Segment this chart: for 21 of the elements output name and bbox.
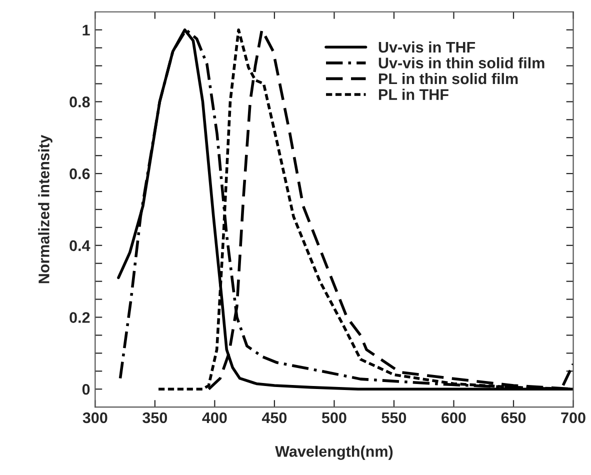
legend-label: Uv-vis in THF: [378, 41, 476, 53]
x-tick-label: 450: [262, 412, 287, 424]
y-axis-title: Normalized intensity: [38, 134, 52, 284]
y-tick-label: 0.6: [70, 168, 90, 180]
legend-label: PL in thin solid film: [378, 72, 518, 84]
y-tick-label: 0.8: [70, 96, 90, 108]
x-tick-label: 700: [561, 412, 586, 424]
legend-label: Uv-vis in thin solid film: [378, 57, 544, 68]
legend-label: PL in THF: [378, 88, 448, 100]
x-tick-label: 400: [202, 412, 227, 424]
x-tick-label: 600: [442, 412, 466, 424]
y-tick-label: 0: [82, 384, 90, 395]
y-tick-label: 1: [82, 24, 90, 36]
y-tick-label: 0.2: [70, 312, 90, 323]
x-axis-title: Wavelength(nm): [275, 446, 393, 460]
y-tick-label: 0.4: [70, 240, 90, 252]
x-tick-label: 300: [82, 412, 108, 424]
x-tick-label: 550: [382, 412, 406, 424]
x-tick-label: 500: [322, 412, 346, 424]
x-tick-label: 350: [142, 412, 168, 424]
x-tick-label: 650: [501, 412, 526, 424]
